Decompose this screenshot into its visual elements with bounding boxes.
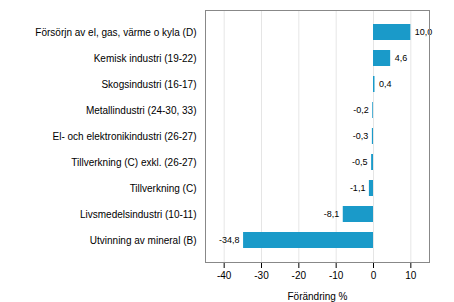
svg-text:-0,3: -0,3 [353,131,369,141]
svg-text:Livsmedelsindustri (10-11): Livsmedelsindustri (10-11) [80,209,197,220]
svg-text:-20: -20 [292,270,307,281]
svg-text:Kemisk industri (19-22): Kemisk industri (19-22) [94,53,197,64]
svg-text:-40: -40 [217,270,232,281]
svg-text:El- och elektronikindustri (26: El- och elektronikindustri (26-27) [53,131,197,142]
svg-text:-1,1: -1,1 [350,183,366,193]
svg-text:Försörjn av el, gas, värme o k: Försörjn av el, gas, värme o kyla (D) [35,27,196,38]
svg-text:Förändring %: Förändring % [287,291,347,302]
svg-text:Tillverkning (C) exkl. (26-27): Tillverkning (C) exkl. (26-27) [71,157,196,168]
svg-text:-0,5: -0,5 [352,157,368,167]
svg-text:4,6: 4,6 [395,53,408,63]
svg-text:10: 10 [405,270,417,281]
svg-text:Skogsindustri (16-17): Skogsindustri (16-17) [101,79,196,90]
svg-text:10,0: 10,0 [414,27,433,38]
svg-text:-8,1: -8,1 [324,209,340,219]
svg-text:-34,8: -34,8 [219,235,240,245]
svg-text:Utvinning av mineral (B): Utvinning av mineral (B) [90,235,197,246]
svg-text:-30: -30 [254,270,269,281]
svg-text:Metallindustri (24-30, 33): Metallindustri (24-30, 33) [86,105,197,116]
svg-text:-10: -10 [329,270,344,281]
svg-text:-0,2: -0,2 [353,105,369,115]
svg-text:0: 0 [371,270,377,281]
svg-text:0,4: 0,4 [379,79,392,89]
svg-text:Tillverkning (C): Tillverkning (C) [130,183,197,194]
